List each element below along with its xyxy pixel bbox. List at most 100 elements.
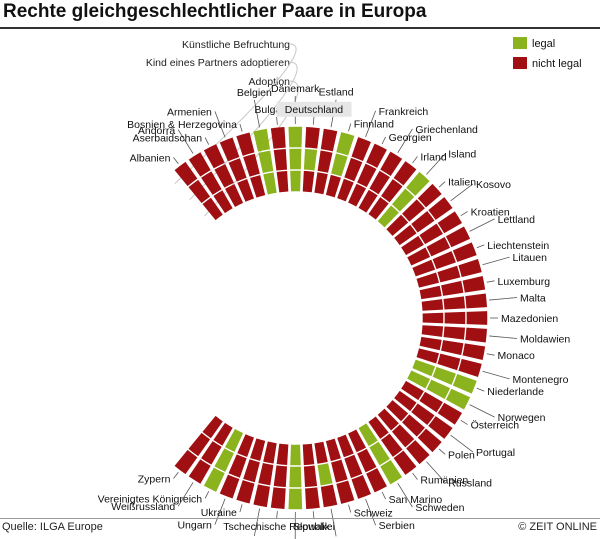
cell-rumaenien-2 [381,433,403,457]
cell-serbien-2 [344,454,363,479]
highlight-box [276,101,352,117]
cell-russland-3 [406,440,430,465]
cell-tuerkei-3 [253,484,270,508]
cell-weissrussland-2 [201,441,222,465]
cell-portugal-1 [394,390,417,412]
cell-bosnien-and-herzegovina-1 [250,175,266,198]
cell-norwegen-1 [407,370,431,389]
label-belgien: Belgien [237,87,272,99]
cell-montenegro-2 [437,353,461,371]
leader-belgien [253,99,260,128]
cell-monaco-3 [462,343,486,360]
cell-kroatien-2 [419,223,443,245]
label-schweden: Schweden [415,502,464,514]
leader-oesterreich [460,419,468,425]
label-ukraine: Ukraine [201,507,237,519]
cell-zypern-3 [174,449,198,475]
cell-tuerkei-2 [258,462,274,486]
legend-label-nicht-legal: nicht legal [532,58,582,70]
cell-armenien-2 [228,158,247,182]
cell-mazedonien-2 [444,311,466,325]
label-portugal: Portugal [476,447,515,459]
cell-irland-1 [368,197,389,220]
cell-schweden-2 [369,441,390,466]
cell-slovenien-3 [320,484,338,508]
cell-frankreich-3 [351,137,371,161]
cell-frankreich-2 [344,157,363,182]
cell-zypern-1 [202,415,223,439]
cell-slovenien-2 [317,463,333,486]
label-litauen: Litauen [512,252,547,264]
label-rumaenien: Rumänien [420,474,468,486]
cell-russland-1 [377,408,399,431]
ring-label-adoption: Adoption [249,76,291,88]
cell-schweden-1 [358,423,378,447]
ring-label-kind-eines-partners-adoptieren: Kind eines Partners adoptieren [146,57,290,69]
label-tschechische-republik: Tschechische Republik [223,521,331,533]
cell-kosovo-3 [428,197,453,220]
label-san-marino: San Marino [389,494,443,506]
cell-monaco-2 [441,340,464,356]
cell-belgien-2 [258,150,274,174]
cell-liechtenstein-2 [432,251,456,270]
cell-island-2 [391,188,415,212]
leader-lettland [469,218,495,232]
cell-deutschland-2 [303,148,318,171]
cell-armenien-1 [237,179,254,202]
cell-rumaenien-3 [393,450,417,475]
label-oesterreich: Österreich [471,420,520,432]
cell-lettland-1 [407,247,431,266]
leader-irland [412,156,418,164]
leader-frankreich [365,110,377,138]
leader-luxemburg [486,280,495,283]
leader-albanien [173,157,179,165]
legend: legal nicht legal [513,37,582,70]
cell-montenegro-3 [458,358,482,378]
cell-monaco-1 [419,336,442,351]
cell-italien-3 [417,183,442,208]
cell-kosovo-1 [394,224,417,246]
leader-rumaenien [412,472,418,480]
cell-liechtenstein-3 [452,242,477,262]
cell-georgien-2 [357,163,377,188]
cell-italien-2 [402,199,425,222]
cell-niederlande-2 [432,366,456,385]
label-island: Island [448,149,476,161]
cell-irland-3 [393,161,417,186]
leader-montenegro [482,370,510,380]
leader-ungarn [214,498,226,525]
cell-daenemark-3 [288,126,303,148]
legend-swatch-nicht-legal [513,57,527,69]
cell-oesterreich-1 [401,380,424,401]
cell-andorra-1 [213,190,233,214]
leader-armenien [214,111,226,138]
label-monaco: Monaco [498,350,536,362]
cell-georgien-1 [348,183,367,207]
cell-tschechische-republik-1 [276,443,289,466]
label-polen: Polen [448,449,475,461]
cell-polen-3 [417,428,442,453]
cell-niederlande-3 [452,374,477,394]
cell-schweiz-2 [331,459,348,483]
cell-mazedonien-3 [466,311,488,325]
cell-lettland-3 [445,226,471,248]
label-albanien: Albanien [130,152,171,164]
leader-italien [438,181,446,188]
cell-daenemark-1 [290,170,301,192]
leader-bulgarien [276,116,278,125]
label-moldawien: Moldawien [520,334,570,346]
leader-liechtenstein [476,244,485,249]
cell-lettland-2 [426,236,451,257]
cell-finnland-2 [331,153,348,177]
cell-spanien-1 [290,444,301,466]
leader-island [426,153,446,175]
label-griechenland: Griechenland [415,124,478,136]
legend-swatch-legal [513,37,527,49]
label-zypern: Zypern [138,474,171,486]
credit-note: © ZEIT ONLINE [518,521,597,533]
label-italien: Italien [448,177,476,189]
cell-estland-1 [314,172,328,195]
cell-ungarn-1 [237,434,254,457]
label-bosnien-and-herzegovina: Bosnien & Herzegovina [127,119,237,131]
cell-moldawien-2 [443,326,466,340]
